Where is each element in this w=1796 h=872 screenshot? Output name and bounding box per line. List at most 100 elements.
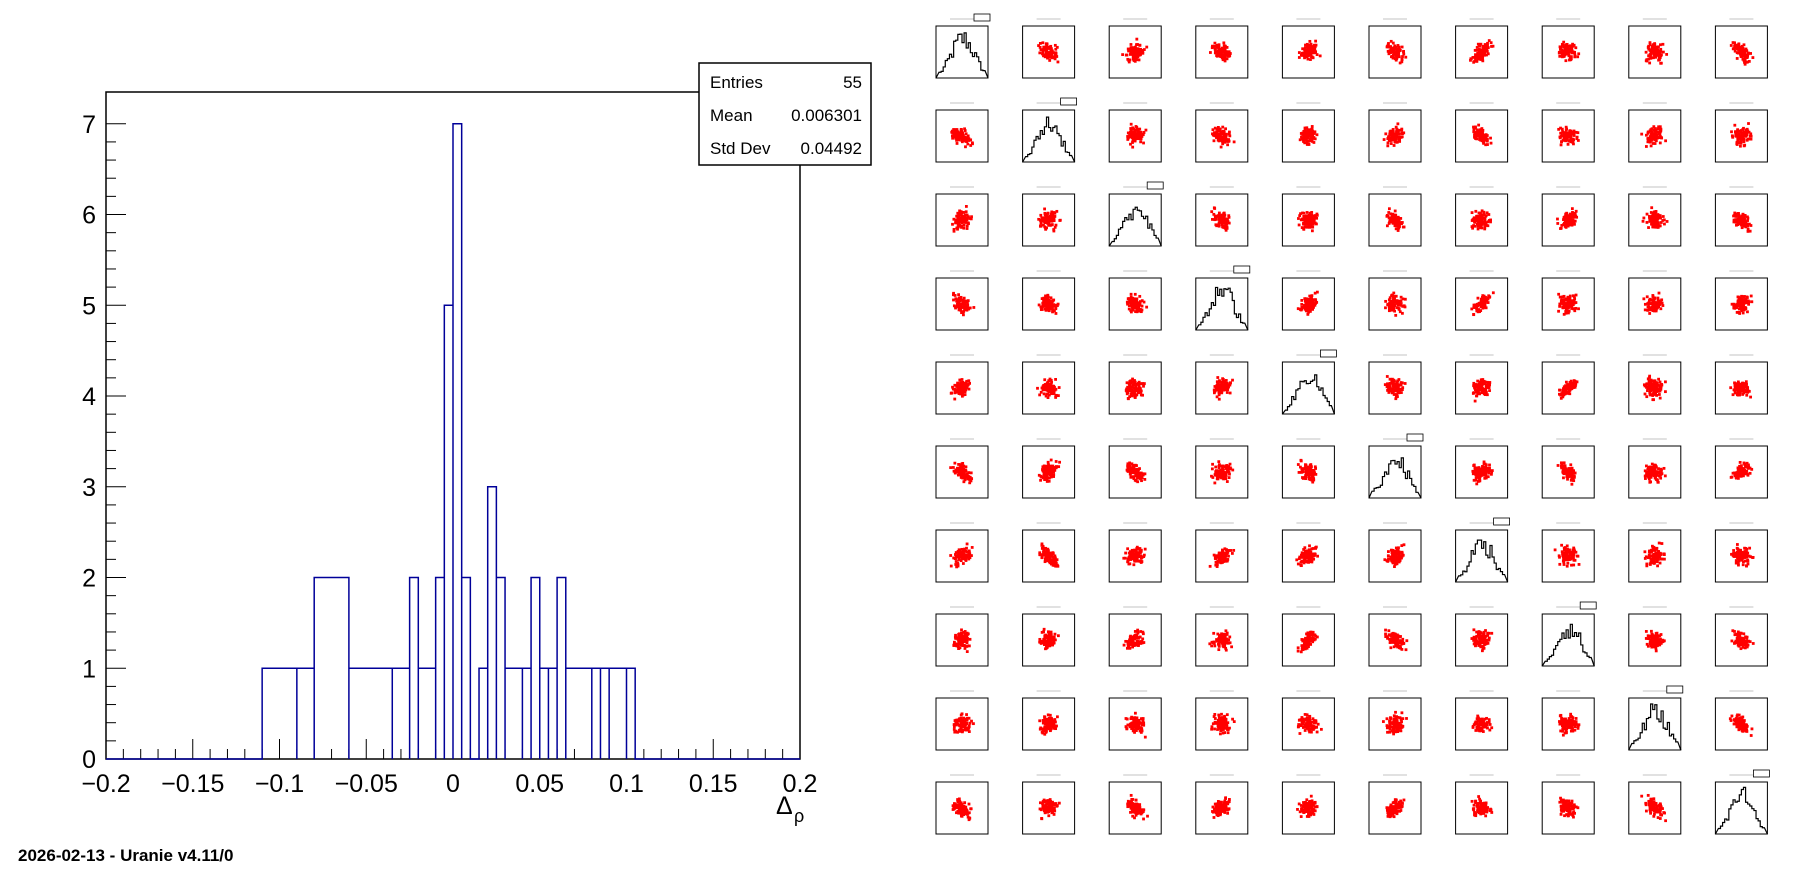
scatter-point [1390, 135, 1394, 139]
scatter-point [1489, 218, 1492, 222]
matrix-cell [935, 186, 989, 247]
scatter-point [1305, 138, 1308, 141]
matrix-cell [1368, 433, 1424, 499]
scatter-point [1577, 307, 1580, 311]
scatter-point [1556, 464, 1560, 467]
scatter-point [1487, 385, 1491, 389]
histogram-bin [566, 668, 575, 759]
scatter-point [1046, 215, 1050, 219]
scatter-point [1131, 126, 1135, 130]
scatter-point [1308, 211, 1312, 215]
scatter-point [1306, 470, 1309, 474]
scatter-point [1046, 216, 1050, 220]
scatter-point [1132, 59, 1136, 62]
scatter-point [1389, 303, 1392, 306]
scatter-point [1042, 392, 1046, 396]
scatter-point [1136, 50, 1140, 53]
scatter-point [1218, 391, 1221, 395]
scatter-point [1559, 135, 1563, 138]
scatter-point [1564, 125, 1568, 129]
scatter-point [1144, 128, 1148, 132]
scatter-point [951, 222, 954, 226]
scatter-point [1656, 298, 1660, 302]
scatter-point [1475, 302, 1479, 306]
scatter-point [1387, 135, 1391, 138]
scatter-point [1298, 308, 1302, 311]
scatter-point [1734, 130, 1738, 134]
histogram-bin [436, 578, 445, 759]
scatter-point [1399, 383, 1403, 387]
scatter-point [1401, 304, 1405, 308]
scatter-point [966, 142, 970, 146]
matrix-cell [1714, 438, 1768, 499]
scatter-point [1661, 304, 1665, 307]
scatter-point [970, 141, 974, 145]
scatter-point [1570, 307, 1574, 310]
scatter-point [1132, 477, 1136, 481]
scatter-point [1390, 308, 1394, 312]
scatter-point [1217, 211, 1221, 215]
scatter-point [1647, 226, 1650, 229]
scatter-point [1471, 392, 1475, 395]
scatter-point [1735, 142, 1739, 146]
scatter-point [1743, 60, 1746, 64]
scatter-point [1479, 226, 1482, 229]
scatter-point [1129, 310, 1133, 314]
scatter-point [1306, 312, 1310, 316]
scatter-point [1481, 45, 1485, 49]
scatter-point [962, 302, 966, 306]
mini-stats-box [973, 13, 991, 22]
y-tick-label: 7 [82, 111, 96, 139]
scatter-point [1566, 298, 1569, 302]
scatter-point [965, 300, 969, 303]
scatter-point [1223, 140, 1227, 144]
scatter-point [1046, 460, 1050, 464]
scatter-point [963, 138, 967, 141]
scatter-point [1478, 382, 1481, 386]
scatter-point [1652, 390, 1655, 393]
scatter-point [1224, 228, 1228, 232]
scatter-point [1647, 472, 1651, 476]
scatter-point [1215, 54, 1219, 58]
scatter-point [1391, 377, 1394, 381]
scatter-point [1043, 378, 1047, 382]
histogram-bin [600, 668, 609, 759]
scatter-point [1477, 211, 1481, 215]
scatter-point [1394, 387, 1398, 391]
scatter-point [1049, 475, 1053, 479]
scatter-point [1749, 395, 1752, 399]
scatter-point [1132, 383, 1135, 386]
scatter-point [958, 378, 962, 382]
scatter-point [1135, 58, 1139, 62]
scatter-point [1659, 467, 1663, 471]
scatter-point [1222, 387, 1226, 391]
scatter-point [1562, 131, 1566, 135]
scatter-point [1041, 305, 1045, 308]
scatter-point [1395, 381, 1399, 385]
scatter-point [1299, 132, 1303, 135]
scatter-point [1052, 468, 1056, 472]
scatter-point [952, 128, 956, 131]
scatter-point [1140, 135, 1144, 138]
scatter-point [1138, 135, 1142, 139]
matrix-cell [1368, 270, 1422, 331]
scatter-point [1306, 45, 1309, 48]
scatter-point [1138, 43, 1142, 47]
scatter-point [1382, 138, 1386, 141]
scatter-point [1307, 142, 1310, 146]
matrix-cell [1628, 270, 1682, 331]
scatter-point [1746, 310, 1749, 314]
scatter-point [1303, 132, 1307, 135]
scatter-point [1040, 475, 1043, 479]
scatter-point [1222, 130, 1226, 134]
mini-stats-box [1233, 265, 1251, 274]
scatter-point [1652, 464, 1656, 467]
scatter-point [1478, 380, 1482, 384]
scatter-point [1216, 469, 1220, 473]
scatter-point [963, 135, 967, 139]
scatter-point [1387, 207, 1391, 211]
scatter-point [1485, 211, 1489, 215]
scatter-point [1747, 389, 1751, 393]
scatter-point [1039, 305, 1043, 309]
scatter-point [1215, 395, 1219, 399]
